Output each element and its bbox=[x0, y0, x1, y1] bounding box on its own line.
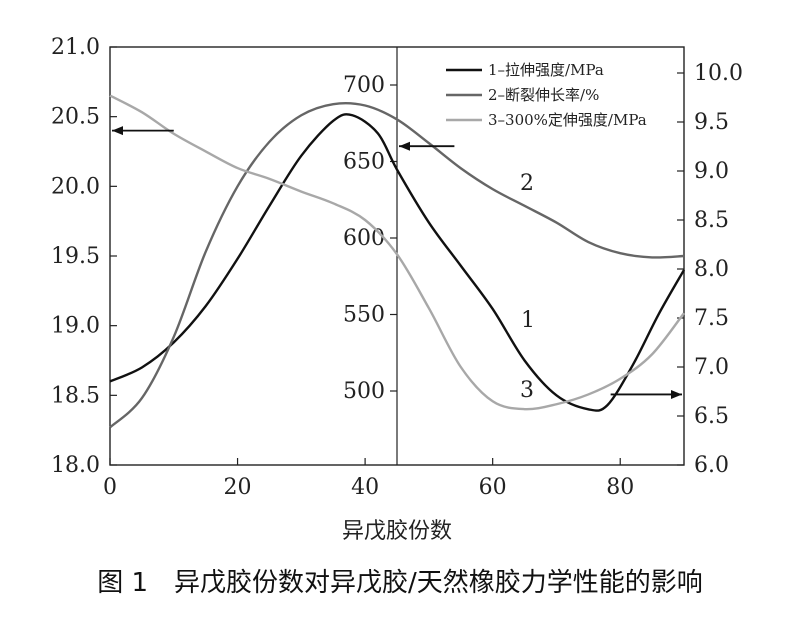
x-tick-label: 0 bbox=[103, 475, 117, 500]
right-tick-label: 6.5 bbox=[694, 404, 729, 429]
left-tick-label: 18.0 bbox=[51, 453, 100, 478]
series-line-1 bbox=[109, 113, 686, 412]
left-tick-label: 18.5 bbox=[51, 383, 100, 408]
x-axis-title: 异戊胶份数 bbox=[342, 519, 452, 544]
mid-tick-label: 550 bbox=[343, 303, 385, 328]
x-tick-label: 60 bbox=[479, 475, 507, 500]
curves bbox=[109, 94, 686, 429]
series-line-3 bbox=[109, 94, 685, 411]
legend-label-1: 1–拉伸强度/MPa bbox=[488, 61, 604, 79]
axis-arrows bbox=[112, 126, 682, 399]
mid-tick-label: 650 bbox=[343, 150, 385, 175]
right-tick-label: 9.0 bbox=[694, 159, 729, 184]
right-tick-label: 7.5 bbox=[694, 306, 729, 331]
left-tick-label: 20.5 bbox=[51, 105, 100, 130]
left-tick-label: 19.0 bbox=[51, 314, 100, 339]
curve-label-2: 2 bbox=[520, 171, 534, 196]
right-tick-label: 9.5 bbox=[694, 110, 729, 135]
right-tick-label: 8.0 bbox=[694, 257, 729, 282]
curve-label-1: 1 bbox=[521, 308, 535, 333]
curve-label-3: 3 bbox=[520, 378, 534, 403]
mid-tick-label: 500 bbox=[343, 379, 385, 404]
legend-label-3: 3–300%定伸强度/MPa bbox=[488, 111, 647, 129]
left-tick-label: 20.0 bbox=[51, 174, 100, 199]
left-axis-arrow-head bbox=[112, 126, 123, 136]
left-tick-label: 21.0 bbox=[51, 35, 100, 60]
x-tick-label: 80 bbox=[606, 475, 634, 500]
mid-axis-arrow-head bbox=[399, 141, 410, 151]
figure-caption: 图 1 异戊胶份数对异戊胶/天然橡胶力学性能的影响 bbox=[97, 568, 703, 598]
right-tick-label: 8.5 bbox=[694, 208, 729, 233]
right-tick-label: 6.0 bbox=[694, 453, 729, 478]
mid-tick-label: 700 bbox=[343, 73, 385, 98]
chart: 18.018.519.019.520.020.521.06.06.57.07.5… bbox=[51, 35, 743, 544]
ticks: 18.018.519.019.520.020.521.06.06.57.07.5… bbox=[51, 35, 743, 500]
right-tick-label: 10.0 bbox=[694, 61, 743, 86]
x-tick-label: 20 bbox=[224, 475, 252, 500]
left-tick-label: 19.5 bbox=[51, 244, 100, 269]
legend: 1–拉伸强度/MPa 2–断裂伸长率/% 3–300%定伸强度/MPa bbox=[446, 61, 647, 129]
right-axis-arrow-head bbox=[671, 389, 682, 399]
mid-tick-label: 600 bbox=[343, 226, 385, 251]
x-tick-label: 40 bbox=[351, 475, 379, 500]
series-line-2 bbox=[109, 101, 685, 429]
right-tick-label: 7.0 bbox=[694, 355, 729, 380]
legend-label-2: 2–断裂伸长率/% bbox=[488, 86, 599, 104]
